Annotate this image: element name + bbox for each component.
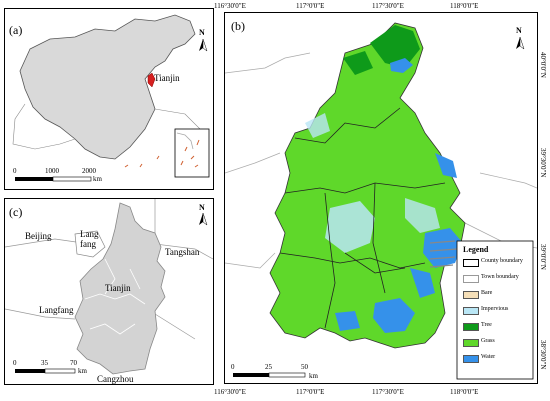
panel-b: (b) N 0 25 50 km Legend County boundary T… (224, 12, 538, 384)
landcover-map (225, 22, 537, 380)
place-tangshan: Tangshan (165, 247, 200, 257)
place-beijing: Beijing (25, 231, 52, 241)
region-map (5, 199, 213, 375)
scale-b-tick-2: 50 (301, 363, 308, 371)
scale-a-unit: km (93, 175, 102, 183)
top-tick-1: 116°30'0"E (214, 2, 246, 10)
panel-a: (a) Tianjin N 0 1000 2000 km (4, 8, 214, 190)
scale-b-unit: km (309, 372, 318, 380)
scale-c-tick-0: 0 (13, 359, 17, 367)
place-langfang-top: Lang (80, 229, 99, 239)
scale-a-tick-1: 1000 (45, 167, 59, 175)
legend-label-impervious: Impervious (481, 306, 509, 312)
scale-b-tick-0: 0 (231, 363, 235, 371)
legend-swatch-water (463, 355, 479, 363)
legend-swatch-town-boundary (463, 275, 479, 283)
right-tick-3: 39°0'0"N (539, 244, 547, 270)
legend-swatch-tree (463, 323, 479, 331)
panel-a-label: (a) (9, 23, 23, 37)
scale-c-unit: km (78, 367, 87, 375)
legend-swatch-bare (463, 291, 479, 299)
panel-c-label: (c) (9, 205, 23, 219)
tianjin-label: Tianjin (154, 73, 180, 83)
legend-label-town-boundary: Town boundary (481, 274, 519, 280)
bottom-tick-2: 117°0'0"E (296, 388, 325, 396)
north-label-b: N (516, 26, 522, 35)
place-tianjin: Tianjin (105, 283, 131, 293)
scale-c-tick-2: 70 (70, 359, 77, 367)
scale-a-tick-2: 2000 (82, 167, 96, 175)
legend-title: Legend (463, 245, 489, 254)
legend-swatch-grass (463, 339, 479, 347)
scale-b-tick-1: 25 (265, 363, 272, 371)
north-label-c: N (199, 203, 205, 212)
legend-label-tree: Tree (481, 322, 492, 328)
top-tick-2: 117°0'0"E (296, 2, 325, 10)
bottom-tick-1: 116°30'0"E (214, 388, 246, 396)
place-langfang-top-2: fang (80, 239, 96, 249)
china-map (12, 14, 210, 182)
right-tick-4: 38°30'0"N (539, 340, 547, 370)
panel-c: (c) N Beijing Lang fang Tianjin Tangshan… (4, 198, 214, 385)
right-tick-1: 40°0'0"N (539, 52, 547, 78)
scale-c-tick-1: 35 (41, 359, 48, 367)
north-label-a: N (199, 28, 205, 37)
legend-label-grass: Grass (481, 338, 495, 344)
top-tick-3: 117°30'0"E (372, 2, 404, 10)
scale-a-tick-0: 0 (13, 167, 17, 175)
place-cangzhou: Cangzhou (97, 374, 134, 384)
tianjin-marker (147, 72, 156, 88)
bottom-tick-4: 118°0'0"E (450, 388, 479, 396)
reservoir (390, 58, 413, 73)
legend-label-county-boundary: County boundary (481, 258, 523, 264)
bottom-tick-3: 117°30'0"E (372, 388, 404, 396)
right-tick-2: 39°30'0"N (539, 148, 547, 178)
place-langfang: Langfang (39, 305, 74, 315)
legend-label-bare: Bare (481, 290, 493, 296)
panel-b-label: (b) (231, 19, 245, 33)
south-sea-inset (174, 128, 210, 178)
top-tick-4: 118°0'0"E (450, 2, 479, 10)
legend-label-water: Water (481, 354, 496, 360)
legend-swatch-impervious (463, 307, 479, 315)
legend-swatch-county-boundary (463, 259, 479, 267)
